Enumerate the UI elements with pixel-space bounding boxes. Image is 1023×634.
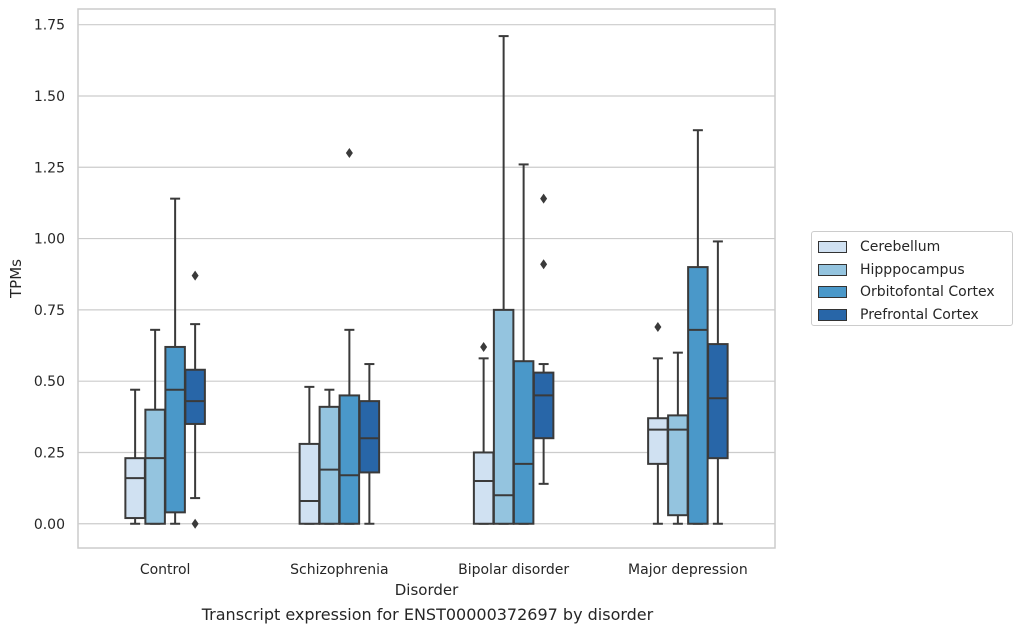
legend-label: Orbitofontal Cortex [860, 284, 995, 301]
box-iqr [492, 308, 515, 525]
box-1-2 [338, 148, 361, 525]
legend-swatch [818, 263, 847, 276]
outlier-point [191, 518, 199, 529]
box-0-1 [144, 328, 166, 525]
box-iqr [687, 266, 709, 525]
box-0-2 [164, 197, 186, 525]
y-tick-label: 1.25 [34, 160, 65, 176]
box-2-3 [532, 193, 555, 485]
box-0-0 [124, 388, 146, 525]
x-axis-label: Disorder [395, 581, 459, 599]
y-tick-label: 0.75 [34, 303, 65, 319]
y-tick-label: 0.00 [34, 517, 65, 533]
y-tick-label: 0.25 [34, 445, 65, 461]
legend-item: Hipppocampus [818, 259, 1012, 282]
legend-swatch [818, 286, 847, 299]
box-1-1 [318, 388, 341, 525]
box-iqr [338, 394, 361, 525]
box-3-0 [647, 321, 669, 525]
x-tick-label: Major depression [628, 562, 748, 578]
box-iqr [298, 442, 321, 525]
legend-item: Prefrontal Cortex [818, 304, 1012, 327]
plot-frame [77, 8, 776, 549]
box-0-3 [184, 270, 206, 529]
box-iqr [512, 360, 535, 525]
box-iqr [472, 451, 495, 525]
legend-label: Cerebellum [860, 239, 941, 256]
outlier-point [540, 193, 548, 204]
box-1-3 [358, 363, 381, 525]
outlier-point [540, 259, 548, 270]
legend-label: Prefrontal Cortex [860, 306, 979, 323]
y-axis-label: TPMs [7, 259, 25, 299]
y-tick-label: 1.75 [34, 18, 65, 34]
box-1-0 [298, 385, 321, 525]
box-2-2 [512, 163, 535, 525]
box-iqr [707, 343, 729, 460]
box-iqr [358, 400, 381, 474]
legend-label: Hipppocampus [860, 261, 965, 278]
y-tick-label: 0.50 [34, 374, 65, 390]
box-3-2 [687, 129, 709, 525]
legend-item: Orbitofontal Cortex [818, 281, 1012, 304]
box-iqr [532, 371, 555, 440]
box-3-1 [667, 351, 689, 525]
outlier-point [480, 341, 488, 352]
box-iqr [318, 405, 341, 525]
legend-swatch [818, 308, 847, 321]
outlier-point [191, 270, 199, 281]
box-iqr [144, 408, 166, 525]
y-tick-label: 1.50 [34, 89, 65, 105]
outlier-point [345, 148, 353, 159]
legend: Cerebellum Hipppocampus Orbitofontal Corte… [811, 231, 1013, 326]
box-iqr [124, 457, 146, 520]
y-tick-label: 1.00 [34, 232, 65, 248]
box-2-0 [472, 341, 495, 525]
figure-caption: Transcript expression for ENST0000037269… [201, 605, 654, 624]
box-iqr [164, 345, 186, 514]
outlier-point [654, 321, 662, 332]
box-2-1 [492, 35, 515, 525]
legend-item: Cerebellum [818, 236, 1012, 259]
x-tick-label: Control [140, 562, 191, 578]
x-tick-label: Schizophrenia [290, 562, 388, 578]
box-iqr [184, 368, 206, 425]
x-tick-label: Bipolar disorder [458, 562, 569, 578]
box-iqr [647, 417, 669, 465]
legend-swatch [818, 241, 847, 254]
box-3-3 [707, 240, 729, 525]
